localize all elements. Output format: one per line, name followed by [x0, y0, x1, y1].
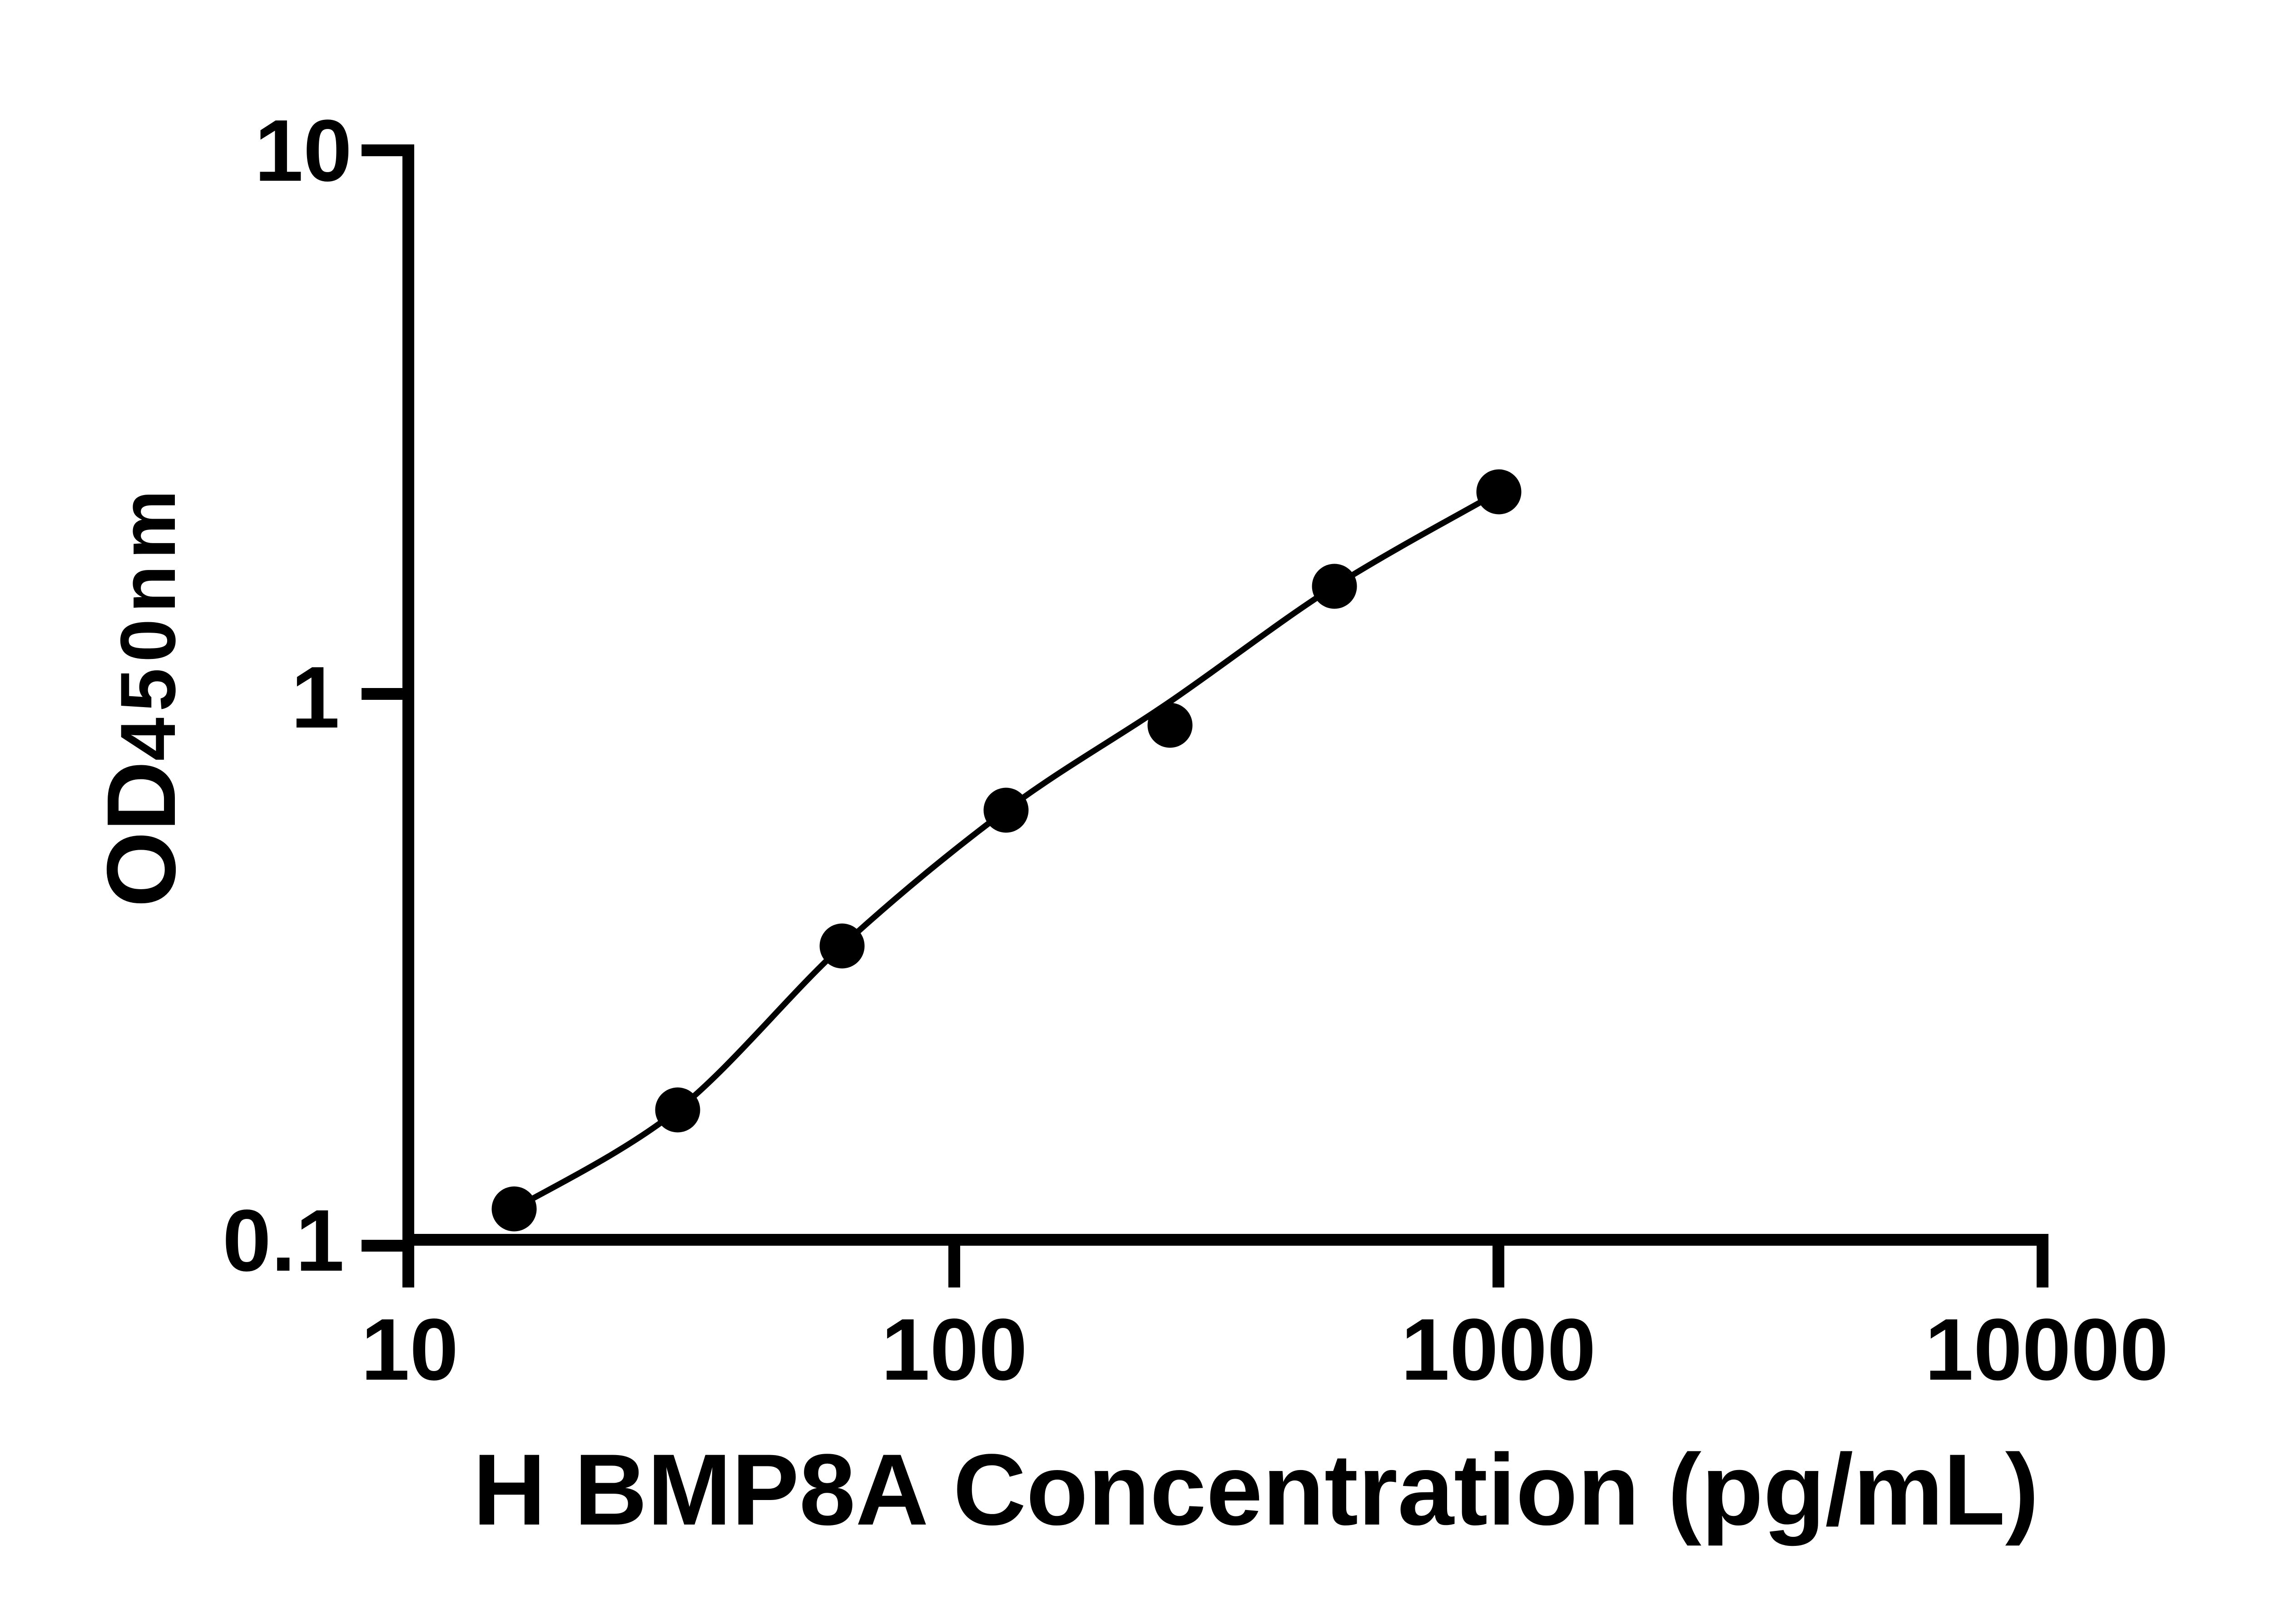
svg-text:10: 10	[361, 1300, 459, 1398]
svg-text:OD450nm: OD450nm	[86, 484, 196, 907]
svg-text:1000: 1000	[1401, 1300, 1596, 1398]
svg-text:1: 1	[291, 648, 340, 746]
svg-text:100: 100	[881, 1300, 1027, 1398]
svg-text:10: 10	[254, 101, 352, 199]
svg-text:H BMP8A Concentration (pg/mL): H BMP8A Concentration (pg/mL)	[473, 1433, 2039, 1546]
svg-text:10000: 10000	[1925, 1300, 2169, 1398]
svg-text:0.1: 0.1	[223, 1191, 344, 1289]
